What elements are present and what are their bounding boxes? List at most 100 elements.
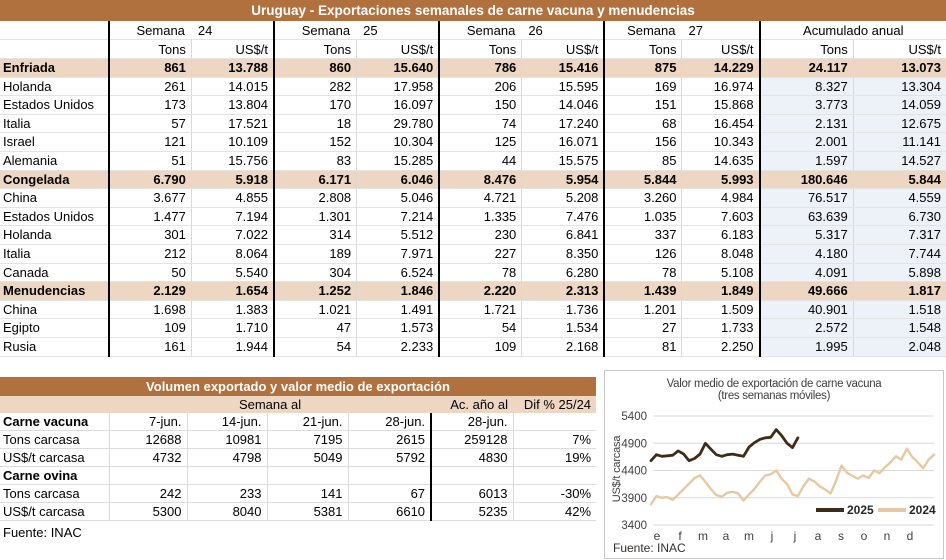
row-label: Carne vacuna: [0, 413, 109, 431]
table-cell: 2.220: [438, 281, 522, 301]
table-cell: 14.229: [681, 58, 760, 78]
table-cell: 5.108: [681, 263, 760, 283]
table-cell: 5.317: [758, 225, 854, 245]
table-cell: 5049: [266, 448, 348, 467]
x-tick-label: o: [861, 529, 868, 543]
table-cell: 18: [273, 114, 357, 134]
x-tick-label: a: [723, 529, 730, 543]
table-cell: 42%: [512, 502, 597, 521]
week-25-header: Semana 25: [272, 21, 440, 40]
table-cell: 1.301: [273, 207, 357, 227]
week-number: 24: [197, 22, 213, 38]
table-cell: 5.993: [681, 170, 760, 190]
x-tick-label: j: [793, 529, 797, 543]
y-tick-label: 3400: [621, 520, 647, 532]
table-cell: 1.477: [107, 207, 192, 227]
table-cell: 6.280: [521, 263, 605, 283]
row-label: Italia: [0, 244, 109, 264]
table-cell: 2615: [347, 430, 432, 449]
table-cell: 8.476: [438, 170, 522, 190]
table-cell: 1.035: [603, 207, 682, 227]
table-cell: 14.015: [190, 77, 274, 97]
table-cell: 6610: [347, 502, 432, 521]
table-cell: 17.958: [356, 77, 440, 97]
x-tick-label: a: [815, 529, 822, 543]
table-row: Carne vacuna 7-jun. 14-jun. 21-jun. 28-jun. 2…: [0, 413, 597, 431]
table-row: Italia 57 17.521 18 29.780 74 17.240 68 16.454 2.…: [0, 114, 946, 134]
week-number: 27: [688, 22, 703, 38]
table-cell: 1.518: [852, 300, 946, 320]
table-cell: 170: [273, 95, 357, 115]
table-cell: 14.046: [521, 95, 605, 115]
table-cell: [512, 466, 597, 485]
table-cell: 5.046: [356, 188, 440, 208]
week-26-header: Semana 26: [438, 21, 605, 40]
table-cell: 1.849: [681, 281, 760, 301]
table-cell: 16.454: [681, 114, 760, 134]
table-cell: 109: [107, 318, 192, 338]
table-cell: 5381: [266, 502, 348, 521]
table-cell: 1.491: [356, 300, 440, 320]
x-tick-label: j: [770, 529, 774, 543]
table-cell: 5.540: [190, 263, 274, 283]
row-label: Estados Unidos: [0, 207, 109, 227]
volume-table-source: Fuente: INAC: [3, 525, 82, 540]
week-24-header: Semana 24: [107, 21, 274, 40]
table-cell: 78: [603, 263, 682, 283]
x-tick-label: m: [744, 529, 754, 543]
table-cell: 2.808: [273, 188, 357, 208]
table-cell: 125: [438, 132, 522, 152]
table-cell: 1.201: [603, 300, 682, 320]
row-label: Congelada: [0, 170, 109, 190]
table-cell: 12.675: [852, 114, 946, 134]
legend-label: 2024: [909, 503, 936, 517]
subheader-cell: US$/t: [190, 39, 274, 59]
table-cell: 1.439: [603, 281, 682, 301]
table-cell: 28-jun.: [430, 413, 514, 431]
y-tick-label: 4900: [621, 438, 647, 450]
table-cell: 7.194: [190, 207, 274, 227]
row-label: Tons carcasa: [0, 430, 109, 449]
table-cell: 15.756: [190, 151, 274, 171]
table-cell: 304: [273, 263, 357, 283]
row-label: Holanda: [0, 77, 109, 97]
table-row: Holanda 301 7.022 314 5.512 230 6.841 337 6.183 5…: [0, 225, 946, 245]
table-row: Rusia 161 1.944 54 2.233 109 2.168 81 2.250 1.995…: [0, 337, 946, 357]
table-cell: 1.698: [107, 300, 192, 320]
table-cell: 2.313: [521, 281, 605, 301]
table-cell: 2.048: [852, 337, 946, 357]
table-cell: 27: [603, 318, 682, 338]
table-cell: 21-jun.: [266, 413, 348, 431]
table-row: Estados Unidos 1.477 7.194 1.301 7.214 1.335 7…: [0, 207, 946, 227]
row-label: Alemania: [0, 151, 109, 171]
table-cell: 54: [273, 337, 357, 357]
table-cell: 3.260: [603, 188, 682, 208]
table-cell: [266, 466, 348, 485]
table-cell: -30%: [512, 484, 597, 503]
table-cell: 44: [438, 151, 522, 171]
table-cell: 4.855: [190, 188, 274, 208]
table-cell: 49.666: [758, 281, 854, 301]
table-cell: 121: [107, 132, 192, 152]
table-cell: 47: [273, 318, 357, 338]
table-cell: 1.548: [852, 318, 946, 338]
table-cell: [347, 466, 432, 485]
table-row: US$/t carcasa 5300 8040 5381 6610 5235 42%: [0, 502, 597, 521]
table-cell: 5792: [347, 448, 432, 467]
table-cell: 2.001: [758, 132, 854, 152]
table-cell: 7.603: [681, 207, 760, 227]
table-cell: 67: [347, 484, 432, 503]
table-cell: 2.572: [758, 318, 854, 338]
main-table-title: Uruguay - Exportaciones semanales de car…: [0, 0, 946, 21]
table-cell: 16.071: [521, 132, 605, 152]
table-cell: 861: [107, 58, 192, 78]
row-label: Egipto: [0, 318, 109, 338]
table-cell: 1.654: [190, 281, 274, 301]
table-cell: 7%: [512, 430, 597, 449]
table-cell: 4732: [108, 448, 187, 467]
table-cell: [108, 466, 187, 485]
table-cell: 13.788: [190, 58, 274, 78]
subheader-cell: Tons: [603, 39, 682, 59]
table-cell: 13.073: [852, 58, 946, 78]
table-cell: 6.790: [107, 170, 192, 190]
